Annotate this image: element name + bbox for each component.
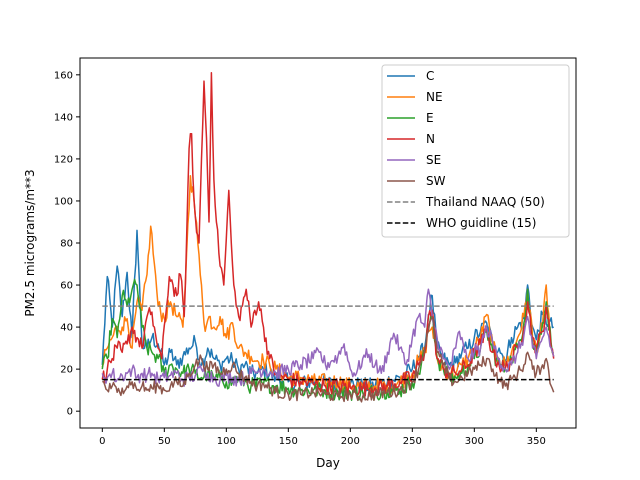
- x-tick-label: 350: [527, 436, 546, 447]
- y-tick-label: 40: [60, 323, 73, 334]
- x-tick-label: 200: [341, 436, 360, 447]
- y-tick-label: 140: [54, 112, 73, 123]
- x-axis: 0 50 100 150 200 250 300 350: [99, 428, 546, 447]
- series-layer: [101, 71, 555, 403]
- series-line-c: [101, 229, 554, 395]
- legend-frame: [381, 64, 570, 238]
- x-tick-label: 300: [465, 436, 484, 447]
- legend-label: N: [426, 132, 435, 146]
- x-tick-label: 100: [217, 436, 236, 447]
- y-tick-label: 160: [54, 70, 73, 81]
- x-tick-label: 250: [403, 436, 422, 447]
- legend-label: WHO guidline (15): [426, 216, 536, 230]
- x-axis-label: Day: [316, 456, 340, 470]
- legend-label: C: [426, 69, 434, 83]
- legend-label: E: [426, 111, 434, 125]
- legend: C NE EN SE SW Thailand NAAQ (50) WHO guidline …: [381, 64, 570, 238]
- y-tick-label: 120: [54, 154, 73, 165]
- reference-lines: [102, 305, 554, 381]
- y-tick-label: 20: [60, 365, 73, 376]
- y-tick-label: 80: [60, 239, 73, 250]
- y-axis: 0 20 40 60 80 100 120 140 160: [54, 70, 80, 418]
- y-tick-label: 0: [67, 407, 73, 418]
- series-line-sw: [102, 315, 555, 403]
- y-tick-label: 60: [60, 281, 73, 292]
- x-tick-label: 0: [99, 436, 105, 447]
- y-axis-label: PM2.5 micrograms/m**3: [23, 169, 37, 316]
- series-line-se: [101, 288, 555, 387]
- legend-label: NE: [426, 90, 443, 104]
- legend-label: SE: [426, 153, 441, 167]
- series-line-n: [101, 71, 555, 398]
- legend-label: SW: [426, 174, 446, 188]
- y-tick-label: 100: [54, 196, 73, 207]
- x-tick-label: 50: [158, 436, 171, 447]
- legend-label: Thailand NAAQ (50): [425, 195, 545, 209]
- x-tick-label: 150: [279, 436, 298, 447]
